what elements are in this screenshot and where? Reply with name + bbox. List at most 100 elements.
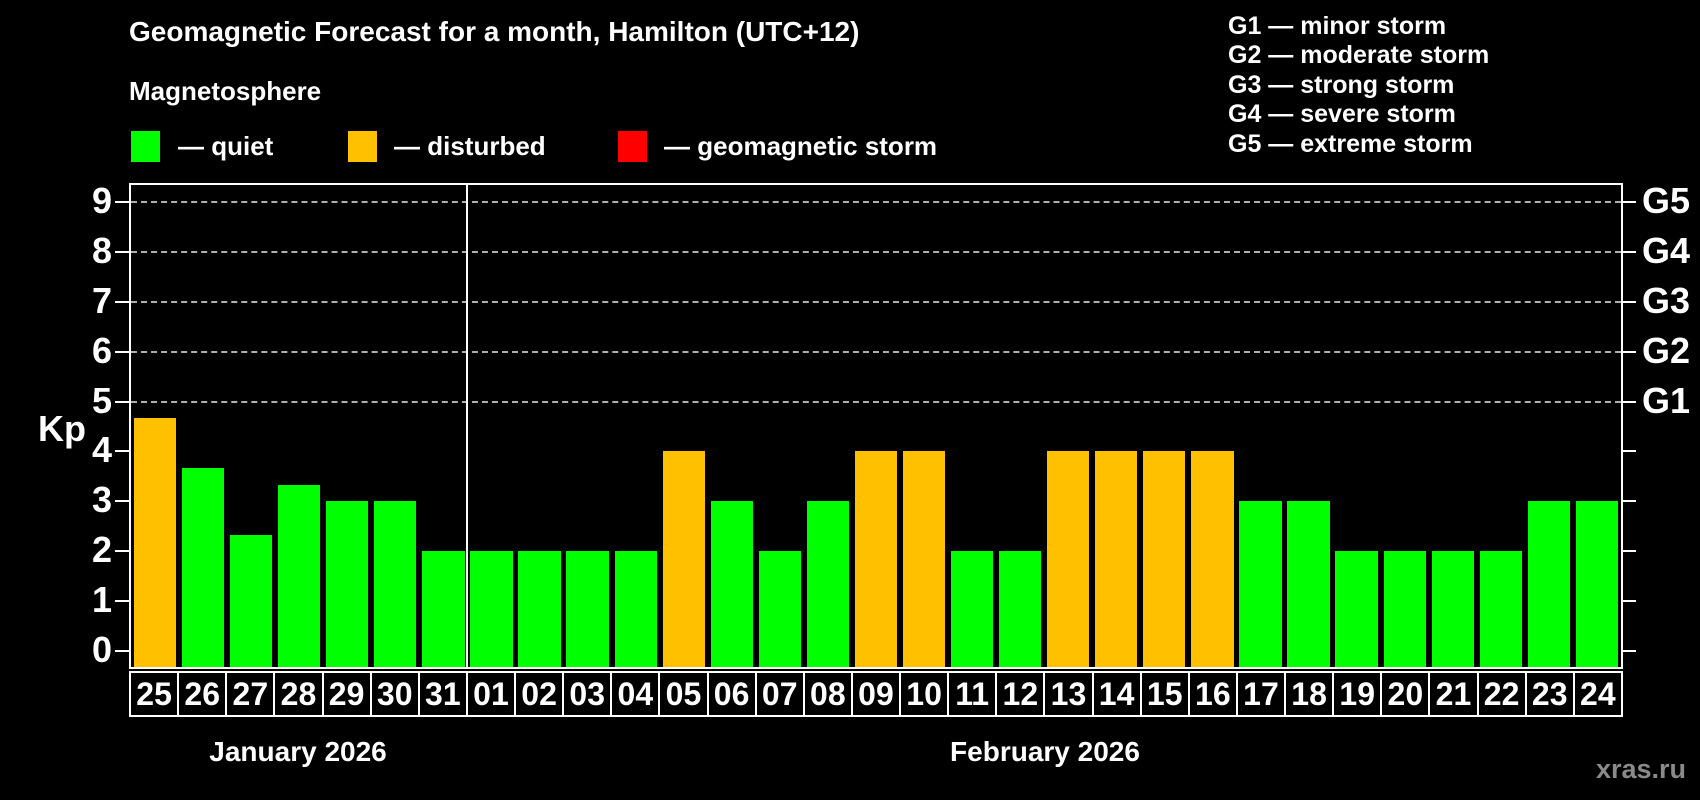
plot-area bbox=[129, 183, 1623, 669]
y-tick-label-7: 7 bbox=[91, 279, 112, 321]
right-tick-3 bbox=[1622, 500, 1636, 503]
right-axis-label-g2: G2 bbox=[1642, 329, 1691, 371]
legend-label-storm: — geomagnetic storm bbox=[664, 131, 938, 161]
kp-bar-day-28 bbox=[278, 484, 321, 667]
day-label-09: 09 bbox=[850, 671, 901, 717]
right-tick-4 bbox=[1622, 450, 1636, 453]
legend-label-disturbed: — disturbed bbox=[394, 131, 546, 161]
left-tick-2 bbox=[115, 550, 129, 553]
disturbed-color-swatch bbox=[348, 131, 377, 162]
kp-bar-day-12 bbox=[999, 551, 1042, 667]
day-label-02: 02 bbox=[514, 671, 565, 717]
y-axis-title: Kp bbox=[38, 408, 86, 449]
day-label-12: 12 bbox=[995, 671, 1046, 717]
watermark: xras.ru bbox=[1595, 754, 1686, 784]
bar-slot-day-31 bbox=[419, 185, 467, 667]
kp-bar-day-23 bbox=[1527, 501, 1570, 667]
kp-bar-day-14 bbox=[1095, 451, 1138, 667]
kp-bar-day-13 bbox=[1047, 451, 1090, 667]
bars-container bbox=[131, 185, 1621, 667]
bar-slot-day-04 bbox=[612, 185, 660, 667]
legend-item-quiet: — quiet bbox=[131, 131, 273, 162]
kp-bar-day-04 bbox=[614, 551, 657, 667]
bar-slot-day-24 bbox=[1573, 185, 1621, 667]
kp-bar-day-26 bbox=[181, 467, 225, 667]
day-label-20: 20 bbox=[1380, 671, 1431, 717]
day-label-03: 03 bbox=[562, 671, 613, 717]
kp-bar-day-02 bbox=[518, 551, 561, 667]
bar-slot-day-14 bbox=[1092, 185, 1140, 667]
day-label-16: 16 bbox=[1187, 671, 1238, 717]
bar-slot-day-23 bbox=[1525, 185, 1573, 667]
month-label-january: January 2026 bbox=[209, 736, 387, 767]
bar-slot-day-26 bbox=[179, 185, 227, 667]
g1-legend-line: G1 — minor storm bbox=[1228, 12, 1447, 40]
bar-slot-day-29 bbox=[323, 185, 371, 667]
day-label-25: 25 bbox=[129, 671, 180, 717]
left-tick-8 bbox=[115, 250, 129, 253]
bar-slot-day-03 bbox=[564, 185, 612, 667]
day-label-24: 24 bbox=[1572, 671, 1623, 717]
gridline-kp9 bbox=[131, 200, 1621, 203]
right-tick-7 bbox=[1622, 300, 1636, 303]
bar-slot-day-20 bbox=[1381, 185, 1429, 667]
day-label-10: 10 bbox=[899, 671, 950, 717]
bar-slot-day-08 bbox=[804, 185, 852, 667]
g3-legend-line: G3 — strong storm bbox=[1228, 70, 1455, 99]
left-tick-4 bbox=[115, 450, 129, 453]
kp-bar-day-09 bbox=[854, 451, 898, 667]
magnetosphere-subtitle: Magnetosphere bbox=[129, 76, 322, 106]
y-tick-label-8: 8 bbox=[91, 229, 112, 271]
left-tick-9 bbox=[115, 200, 129, 203]
bar-slot-day-11 bbox=[948, 185, 996, 667]
y-tick-label-9: 9 bbox=[91, 179, 112, 221]
right-tick-6 bbox=[1622, 350, 1636, 353]
day-label-17: 17 bbox=[1235, 671, 1286, 717]
bar-slot-day-17 bbox=[1236, 185, 1284, 667]
y-tick-label-1: 1 bbox=[91, 579, 112, 621]
bar-slot-day-06 bbox=[708, 185, 756, 667]
g5-legend-line: G5 — extreme storm bbox=[1228, 129, 1473, 158]
legend-label-quiet: — quiet bbox=[178, 131, 274, 161]
bar-slot-day-10 bbox=[900, 185, 948, 667]
bar-slot-day-01 bbox=[467, 185, 515, 667]
kp-bar-day-15 bbox=[1143, 451, 1186, 667]
kp-bar-day-01 bbox=[470, 551, 513, 667]
bar-slot-day-28 bbox=[275, 185, 323, 667]
kp-bar-day-21 bbox=[1431, 551, 1474, 667]
right-axis-label-g5: G5 bbox=[1642, 179, 1691, 221]
kp-bar-day-10 bbox=[902, 451, 946, 667]
g2-legend-line: G2 — moderate storm bbox=[1228, 41, 1490, 70]
kp-bar-day-17 bbox=[1239, 501, 1282, 667]
day-label-06: 06 bbox=[706, 671, 757, 717]
bar-slot-day-21 bbox=[1429, 185, 1477, 667]
y-tick-label-5: 5 bbox=[91, 379, 112, 421]
left-tick-3 bbox=[115, 500, 129, 503]
kp-bar-day-24 bbox=[1575, 501, 1619, 667]
quiet-color-swatch bbox=[131, 131, 160, 162]
bar-slot-day-13 bbox=[1044, 185, 1092, 667]
bar-slot-day-09 bbox=[852, 185, 900, 667]
bar-slot-day-02 bbox=[516, 185, 564, 667]
kp-bar-day-08 bbox=[806, 501, 850, 667]
bar-slot-day-27 bbox=[227, 185, 275, 667]
day-label-22: 22 bbox=[1476, 671, 1527, 717]
kp-bar-day-25 bbox=[133, 417, 177, 667]
kp-bar-day-27 bbox=[230, 534, 273, 667]
bar-slot-day-19 bbox=[1333, 185, 1381, 667]
right-axis-label-g4: G4 bbox=[1642, 229, 1691, 271]
gridline-kp7 bbox=[131, 300, 1621, 303]
kp-bar-day-05 bbox=[662, 451, 705, 667]
y-tick-label-0: 0 bbox=[91, 629, 112, 670]
day-label-01: 01 bbox=[465, 671, 516, 717]
day-label-08: 08 bbox=[802, 671, 853, 717]
right-tick-0 bbox=[1622, 650, 1636, 652]
kp-bar-day-18 bbox=[1287, 501, 1330, 667]
bar-slot-day-22 bbox=[1477, 185, 1525, 667]
right-tick-1 bbox=[1622, 600, 1636, 603]
day-axis-row: 25 26 27 28 29 30 31 01 02 03 04 05 06 07 08 09 10 11 12 13… bbox=[129, 671, 1623, 717]
bar-slot-day-07 bbox=[756, 185, 804, 667]
left-tick-1 bbox=[115, 600, 129, 603]
legend-item-storm: — geomagnetic storm bbox=[618, 131, 937, 162]
day-label-31: 31 bbox=[417, 671, 468, 717]
